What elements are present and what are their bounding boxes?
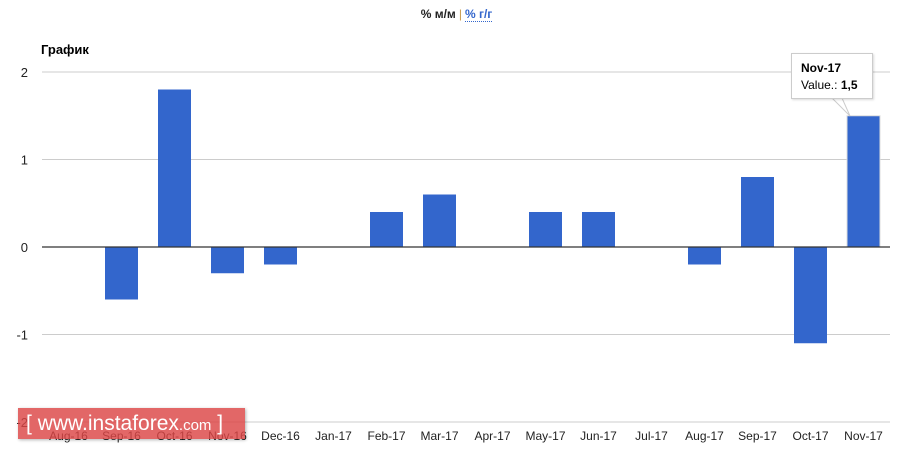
watermark-close-bracket: ] bbox=[217, 412, 224, 435]
watermark-text: www.instaforex bbox=[37, 412, 179, 435]
x-tick-label: Sep-17 bbox=[738, 429, 777, 443]
x-tick-label: Aug-17 bbox=[685, 429, 724, 443]
bar-mar-17[interactable] bbox=[423, 194, 456, 248]
bar-sep-16[interactable] bbox=[105, 247, 138, 300]
x-tick-label: Mar-17 bbox=[420, 429, 458, 443]
bar-sep-17[interactable] bbox=[741, 177, 774, 247]
tooltip-pointer bbox=[830, 97, 851, 117]
y-tick-label: -1 bbox=[16, 328, 28, 343]
watermark-open-bracket: [ bbox=[26, 412, 32, 435]
bar-nov-17[interactable] bbox=[846, 115, 881, 248]
x-tick-label: Jun-17 bbox=[580, 429, 617, 443]
period-toggle: % м/м |% г/г bbox=[0, 7, 913, 22]
x-tick-label: Jul-17 bbox=[635, 429, 668, 443]
toggle-separator: | bbox=[458, 7, 462, 21]
bar-aug-17[interactable] bbox=[688, 247, 721, 265]
tooltip-value: 1,5 bbox=[840, 78, 858, 92]
bar-feb-17[interactable] bbox=[370, 212, 403, 247]
x-tick-label: May-17 bbox=[525, 429, 565, 443]
x-tick-label: Feb-17 bbox=[367, 429, 405, 443]
y-tick-label: 0 bbox=[21, 240, 28, 255]
tooltip-category: Nov-17 bbox=[801, 61, 842, 75]
x-tick-label: Apr-17 bbox=[474, 429, 510, 443]
bar-oct-16[interactable] bbox=[158, 89, 191, 248]
x-tick-label: Dec-16 bbox=[261, 429, 300, 443]
watermark-domain: .com bbox=[178, 417, 212, 434]
toggle-yoy-link[interactable]: % г/г bbox=[464, 7, 493, 22]
y-tick-label: 1 bbox=[21, 153, 28, 168]
x-tick-label: Jan-17 bbox=[315, 429, 352, 443]
y-tick-label: 2 bbox=[21, 65, 28, 80]
watermark-banner[interactable]: [ www.instaforex.com ] bbox=[18, 408, 245, 439]
x-tick-label: Nov-17 bbox=[844, 429, 883, 443]
bar-oct-17[interactable] bbox=[794, 247, 827, 344]
bar-nov-16[interactable] bbox=[211, 247, 244, 274]
chart-title: График bbox=[41, 42, 89, 57]
bar-jun-17[interactable] bbox=[582, 212, 615, 247]
chart-tooltip: Nov-17 Value.: 1,5 bbox=[791, 53, 873, 99]
x-tick-label: Oct-17 bbox=[792, 429, 828, 443]
bar-dec-16[interactable] bbox=[264, 247, 297, 265]
tooltip-label: Value.: bbox=[801, 78, 838, 92]
toggle-mom[interactable]: % м/м bbox=[420, 7, 456, 21]
bar-may-17[interactable] bbox=[529, 212, 562, 247]
